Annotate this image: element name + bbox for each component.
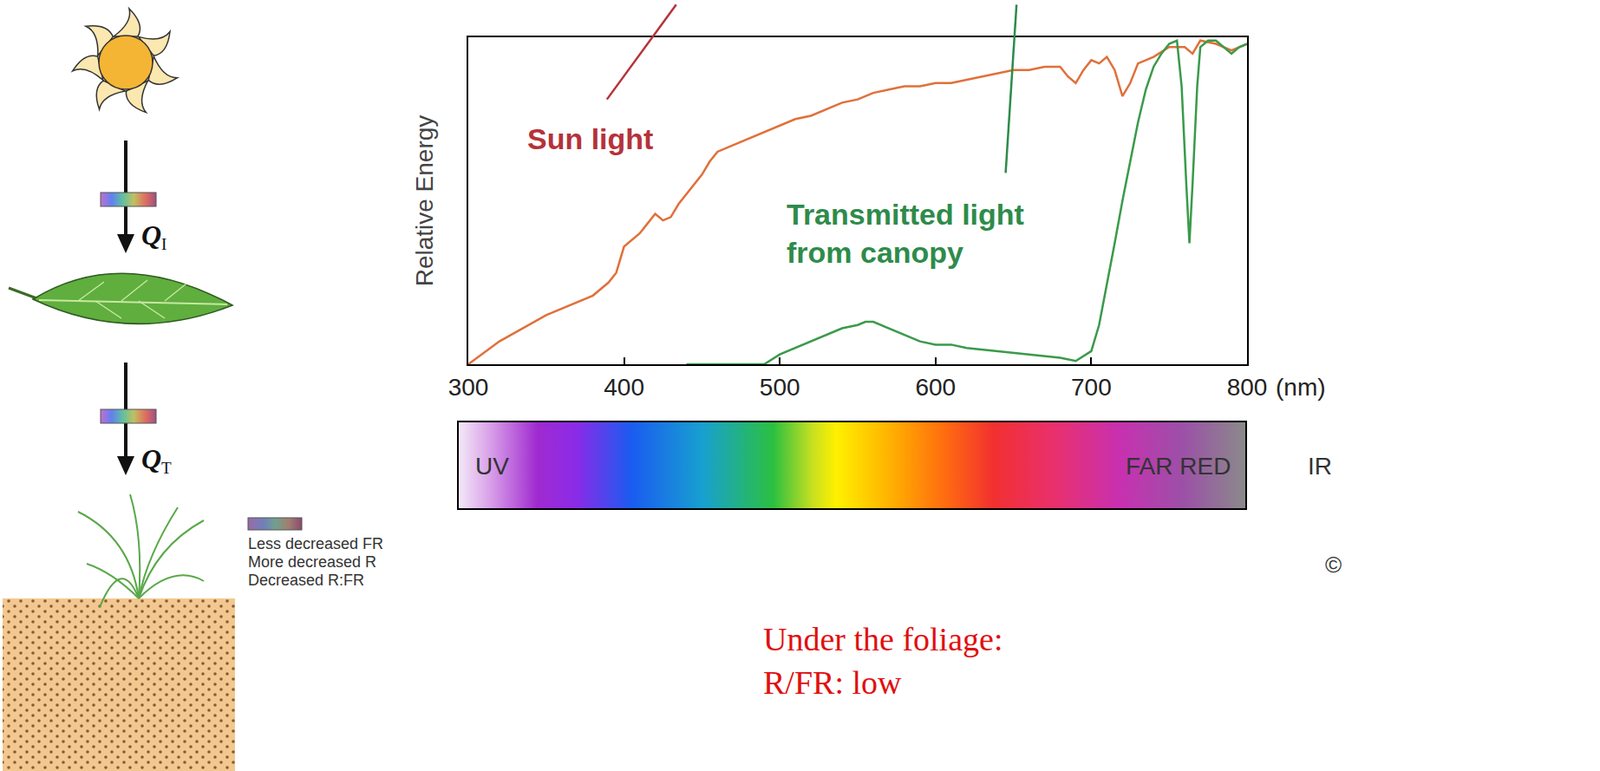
html-text:R/FR: low: R/FR: low <box>763 664 902 701</box>
svg-text:(nm): (nm) <box>1275 373 1326 401</box>
svg-text:Transmitted lightfrom canopy: Transmitted lightfrom canopy <box>786 197 1025 269</box>
svg-text:Less decreased FR: Less decreased FR <box>248 535 384 553</box>
svg-text:Sun light: Sun light <box>527 122 654 156</box>
svg-text:QI: QI <box>141 219 167 254</box>
svg-text:700: 700 <box>1071 373 1112 401</box>
svg-text:Decreased R:FR: Decreased R:FR <box>248 571 365 589</box>
svg-text:Relative Energy: Relative Energy <box>411 115 438 288</box>
html-text:UV: UV <box>475 452 509 480</box>
svg-text:500: 500 <box>759 373 801 401</box>
svg-text:600: 600 <box>914 373 956 401</box>
svg-text:QT: QT <box>141 443 172 477</box>
html-text:FAR RED: FAR RED <box>1125 452 1231 480</box>
html-text:Under the foliage:: Under the foliage: <box>763 620 1003 658</box>
svg-text:800: 800 <box>1227 373 1268 401</box>
svg-text:More decreased R: More decreased R <box>248 553 377 571</box>
svg-text:300: 300 <box>448 373 490 401</box>
svg-text:400: 400 <box>603 373 645 401</box>
html-text:IR: IR <box>1307 452 1333 480</box>
